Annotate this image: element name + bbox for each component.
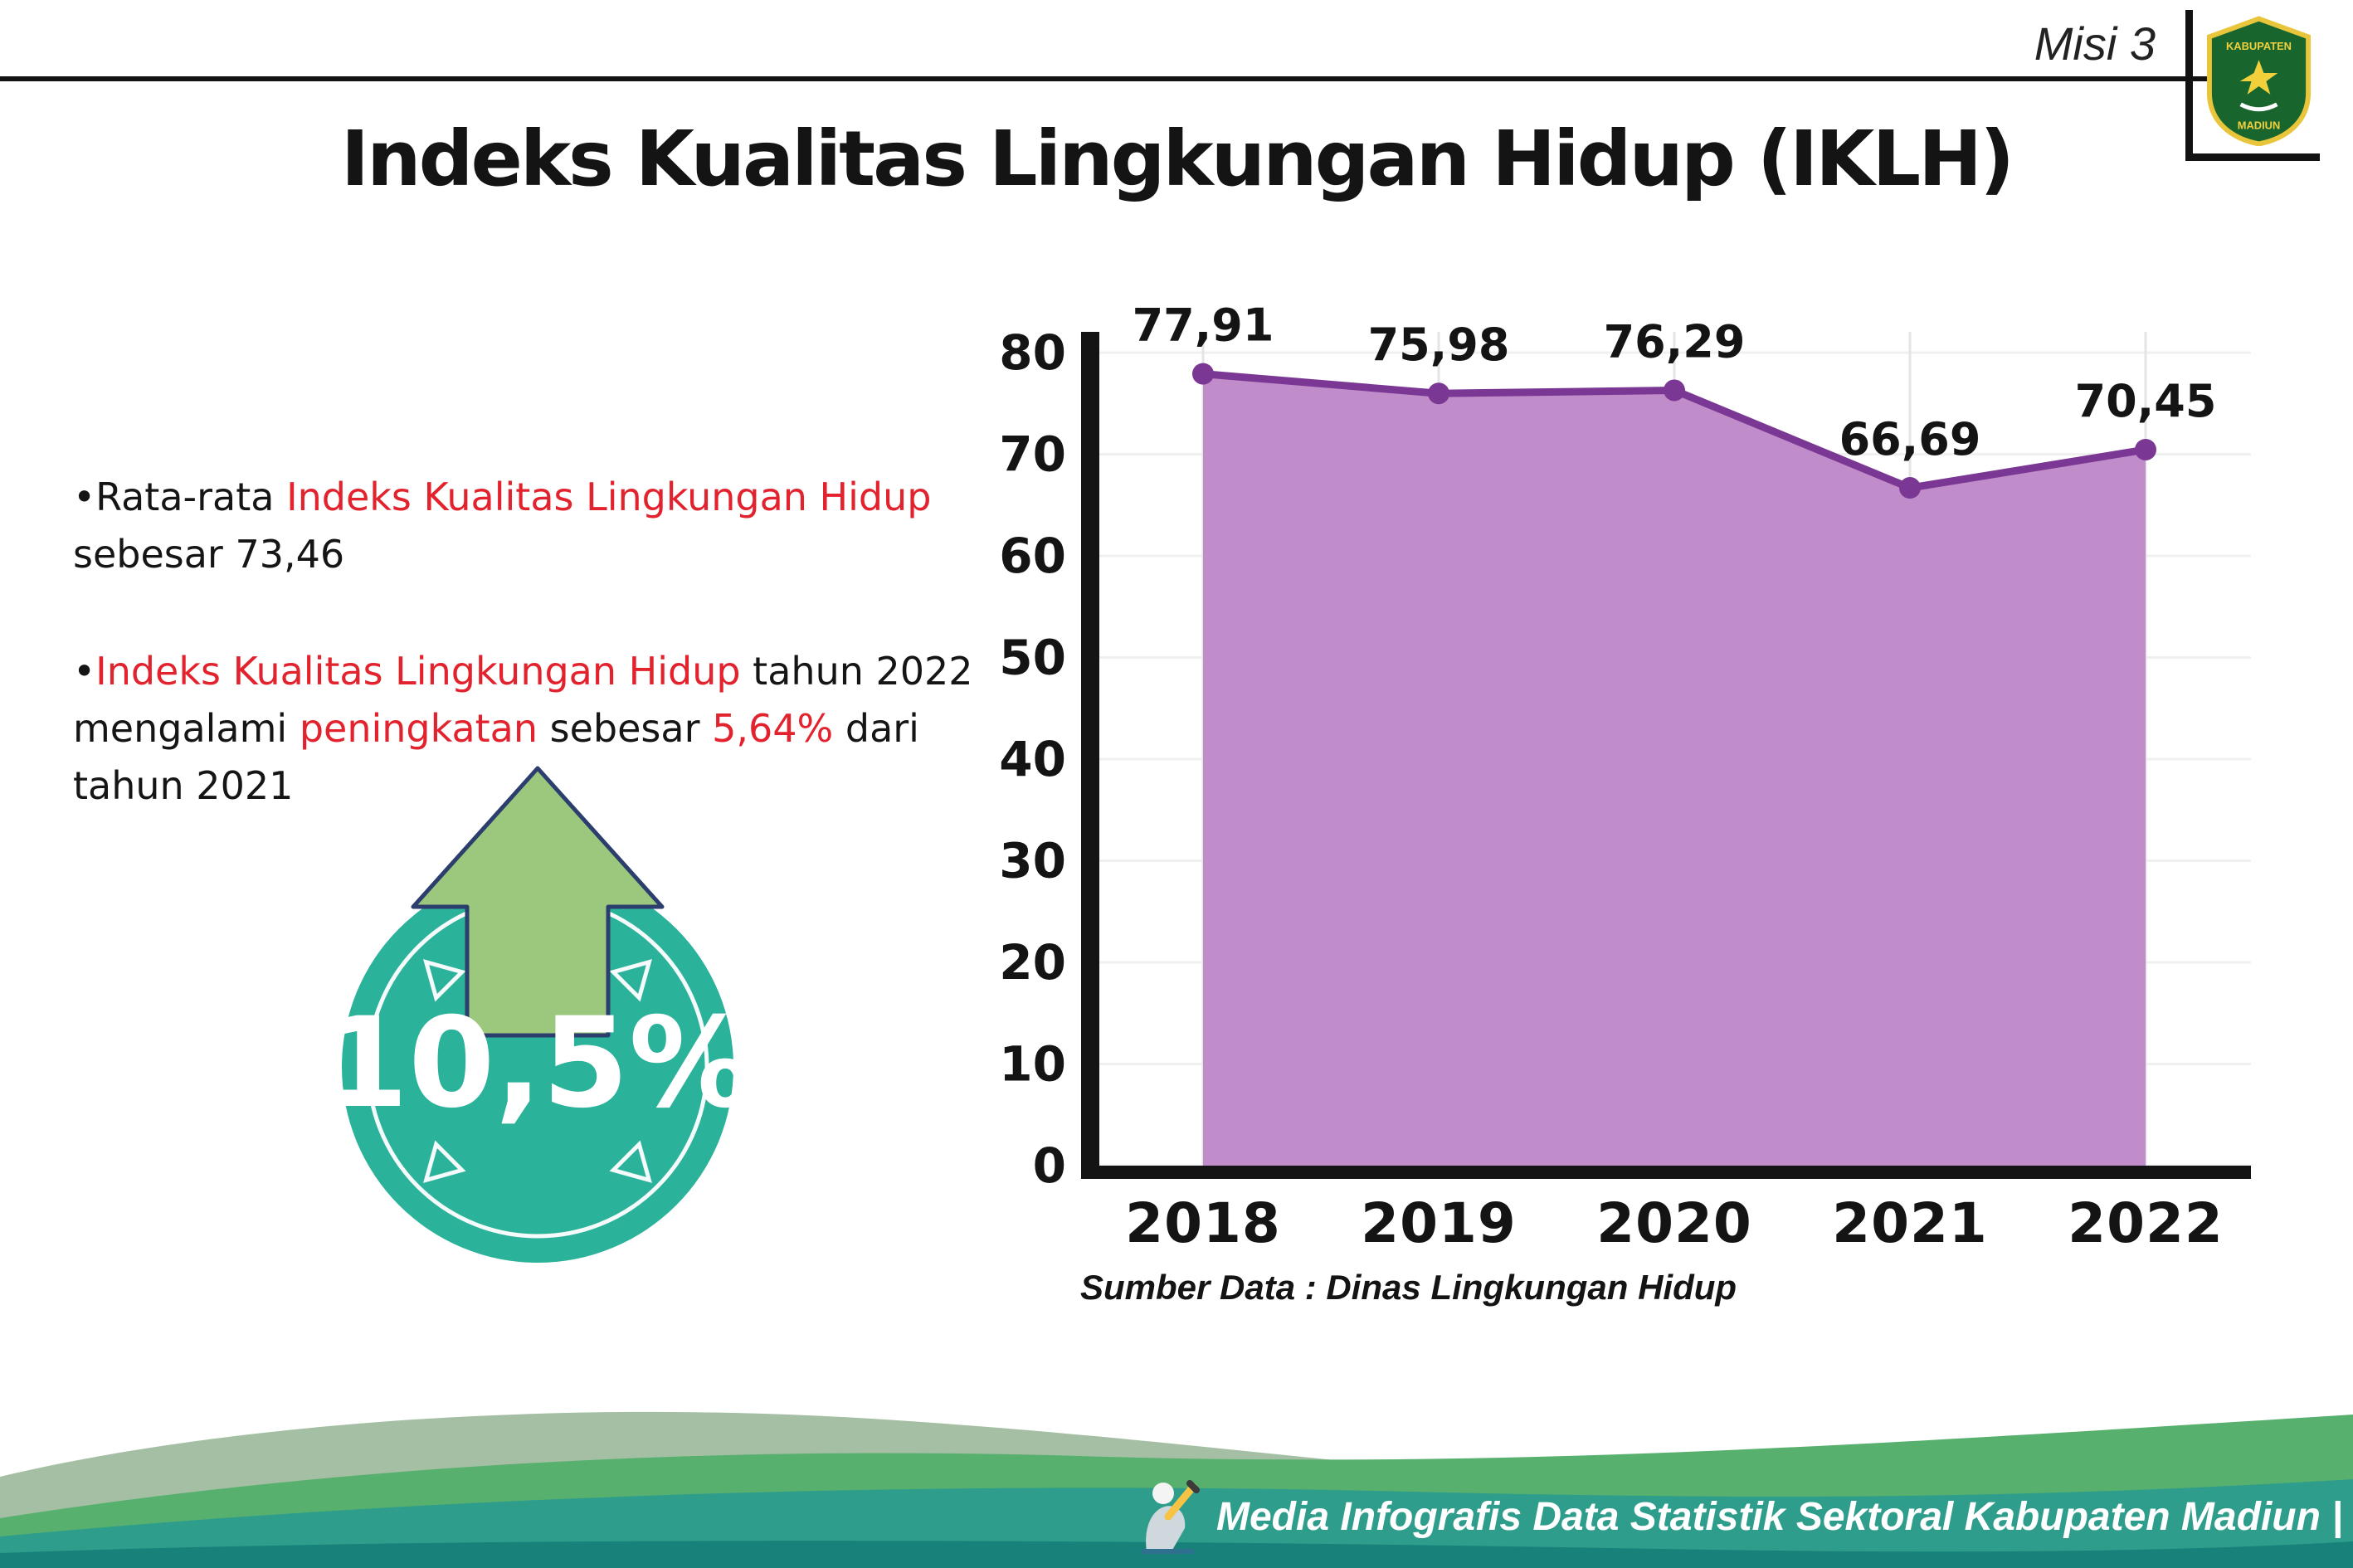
data-point [1899, 477, 1921, 499]
data-point [2135, 438, 2156, 460]
text-segment: dari tahun 2021 [73, 706, 919, 808]
text-segment: Rata-rata [95, 475, 287, 519]
up-arrow-icon [411, 766, 665, 1038]
page-title: Indeks Kualitas Lingkungan Hidup (IKLH) [340, 114, 2014, 203]
badge-value: 10,5% [322, 991, 753, 1136]
misi-label: Misi 3 [2034, 17, 2156, 70]
y-tick-label: 80 [999, 324, 1066, 381]
logo-star-icon [2239, 60, 2278, 95]
value-label: 77,91 [1133, 303, 1274, 352]
y-tick-label: 50 [999, 630, 1066, 686]
x-tick-label: 2022 [2068, 1191, 2224, 1255]
bullet-marker: • [73, 475, 96, 519]
data-point [1664, 379, 1685, 402]
increase-badge-graphic: 10,5% [322, 766, 753, 1263]
data-point [1192, 363, 1214, 385]
y-tick-label: 20 [999, 934, 1066, 991]
logo-text-kabupaten: KABUPATEN [2226, 40, 2292, 52]
triangle-icon [609, 959, 652, 1002]
triangle-icon [423, 959, 466, 1002]
y-tick-label: 40 [999, 731, 1066, 787]
value-label: 66,69 [1839, 413, 1981, 465]
wave-dark [0, 1541, 2353, 1568]
x-tick-label: 2020 [1596, 1191, 1752, 1255]
iklh-chart-svg: 77,91 75,98 76,29 66,69 70,45 0 10 20 30 40 50 60 70… [999, 299, 2251, 1255]
x-tick-label: 2021 [1832, 1191, 1988, 1255]
pencil-icon [1164, 1483, 1197, 1521]
increase-badge: 10,5% [264, 762, 828, 1379]
triangle-icon [423, 1140, 466, 1183]
badge-tick-triangles [423, 959, 652, 1183]
mascot-body [1146, 1506, 1186, 1551]
text-segment: tahun 2022 mengalami [73, 649, 973, 751]
mascot-icon [1141, 1480, 1200, 1554]
value-label: 76,29 [1604, 315, 1746, 368]
text-segment: 5,64% [712, 706, 834, 751]
logo-text-madiun: MADIUN [2238, 119, 2281, 132]
bullet-increase-2022: •Indeks Kualitas Lingkungan Hidup tahun … [73, 643, 986, 815]
footer-credit: Media Infografis Data Statistik Sektoral… [1135, 1478, 2343, 1555]
badge-circle [342, 871, 733, 1263]
text-segment: peningkatan [299, 706, 538, 751]
header-rule [0, 76, 2209, 81]
y-tick-label: 70 [999, 426, 1066, 483]
text-segment: Indeks Kualitas Lingkungan Hidup [286, 475, 932, 519]
value-label: 75,98 [1368, 319, 1510, 371]
y-tick-label: 0 [1033, 1137, 1066, 1194]
bullet-increase-2022-text: Indeks Kualitas Lingkungan Hidup tahun 2… [73, 649, 973, 808]
y-tick-label: 60 [999, 528, 1066, 584]
footer-text: Media Infografis Data Statistik Sektoral… [1216, 1494, 2343, 1539]
source-caption: Sumber Data : Dinas Lingkungan Hidup [1080, 1268, 1737, 1307]
y-axis [1081, 332, 1099, 1179]
text-segment: Indeks Kualitas Lingkungan Hidup [95, 649, 741, 694]
bullet-marker: • [73, 649, 96, 694]
data-point [1428, 382, 1449, 405]
y-tick-label: 30 [999, 833, 1066, 889]
x-tick-label: 2018 [1125, 1191, 1281, 1255]
y-tick-label: 10 [999, 1036, 1066, 1093]
pencil-tip [1186, 1480, 1200, 1493]
area-fill [1203, 373, 2146, 1166]
mascot-head [1152, 1483, 1174, 1504]
key-points: •Rata-rata Indeks Kualitas Lingkungan Hi… [73, 469, 986, 874]
logo-banner [2239, 102, 2278, 112]
x-axis [1081, 1166, 2251, 1179]
text-segment: sebesar [538, 706, 713, 751]
bullet-average-iklh: •Rata-rata Indeks Kualitas Lingkungan Hi… [73, 469, 986, 583]
triangle-icon [609, 1140, 652, 1183]
x-tick-label: 2019 [1361, 1191, 1517, 1255]
iklh-area-chart: 77,91 75,98 76,29 66,69 70,45 0 10 20 30 40 50 60 70… [967, 299, 2294, 1265]
logo-shield-icon: KABUPATEN MADIUN [2206, 16, 2312, 146]
text-segment: sebesar 73,46 [73, 532, 345, 577]
bullet-average-iklh-text: Rata-rata Indeks Kualitas Lingkungan Hid… [73, 475, 931, 577]
value-label: 70,45 [2075, 375, 2217, 427]
kabupaten-madiun-logo: KABUPATEN MADIUN [2185, 10, 2320, 161]
